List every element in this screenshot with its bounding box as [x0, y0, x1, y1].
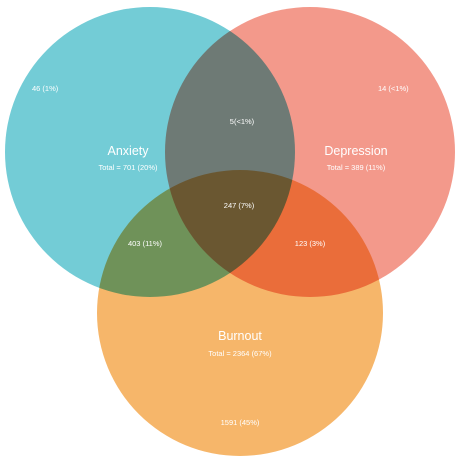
depression-exclusive-count: 14 (<1%): [378, 84, 409, 93]
burnout-circle: [97, 170, 383, 456]
venn-circles: [5, 7, 455, 456]
burnout-exclusive-count: 1591 (45%): [221, 418, 260, 427]
burnout-set-name: Burnout: [218, 329, 262, 343]
anxiety-set-total: Total = 701 (20%): [99, 163, 158, 172]
anxiety-set-name: Anxiety: [108, 144, 150, 158]
depression-burnout-count: 123 (3%): [295, 239, 326, 248]
burnout-set-total: Total = 2364 (67%): [208, 349, 272, 358]
anxiety-exclusive-count: 46 (1%): [32, 84, 59, 93]
all-three-count: 247 (7%): [224, 201, 255, 210]
depression-set-name: Depression: [324, 144, 387, 158]
anxiety-burnout-count: 403 (11%): [128, 239, 163, 248]
depression-set-total: Total = 389 (11%): [327, 163, 386, 172]
venn-labels: 46 (1%) 14 (<1%) 5(<1%) Anxiety Total = …: [32, 84, 409, 427]
anxiety-depression-count: 5(<1%): [230, 117, 255, 126]
